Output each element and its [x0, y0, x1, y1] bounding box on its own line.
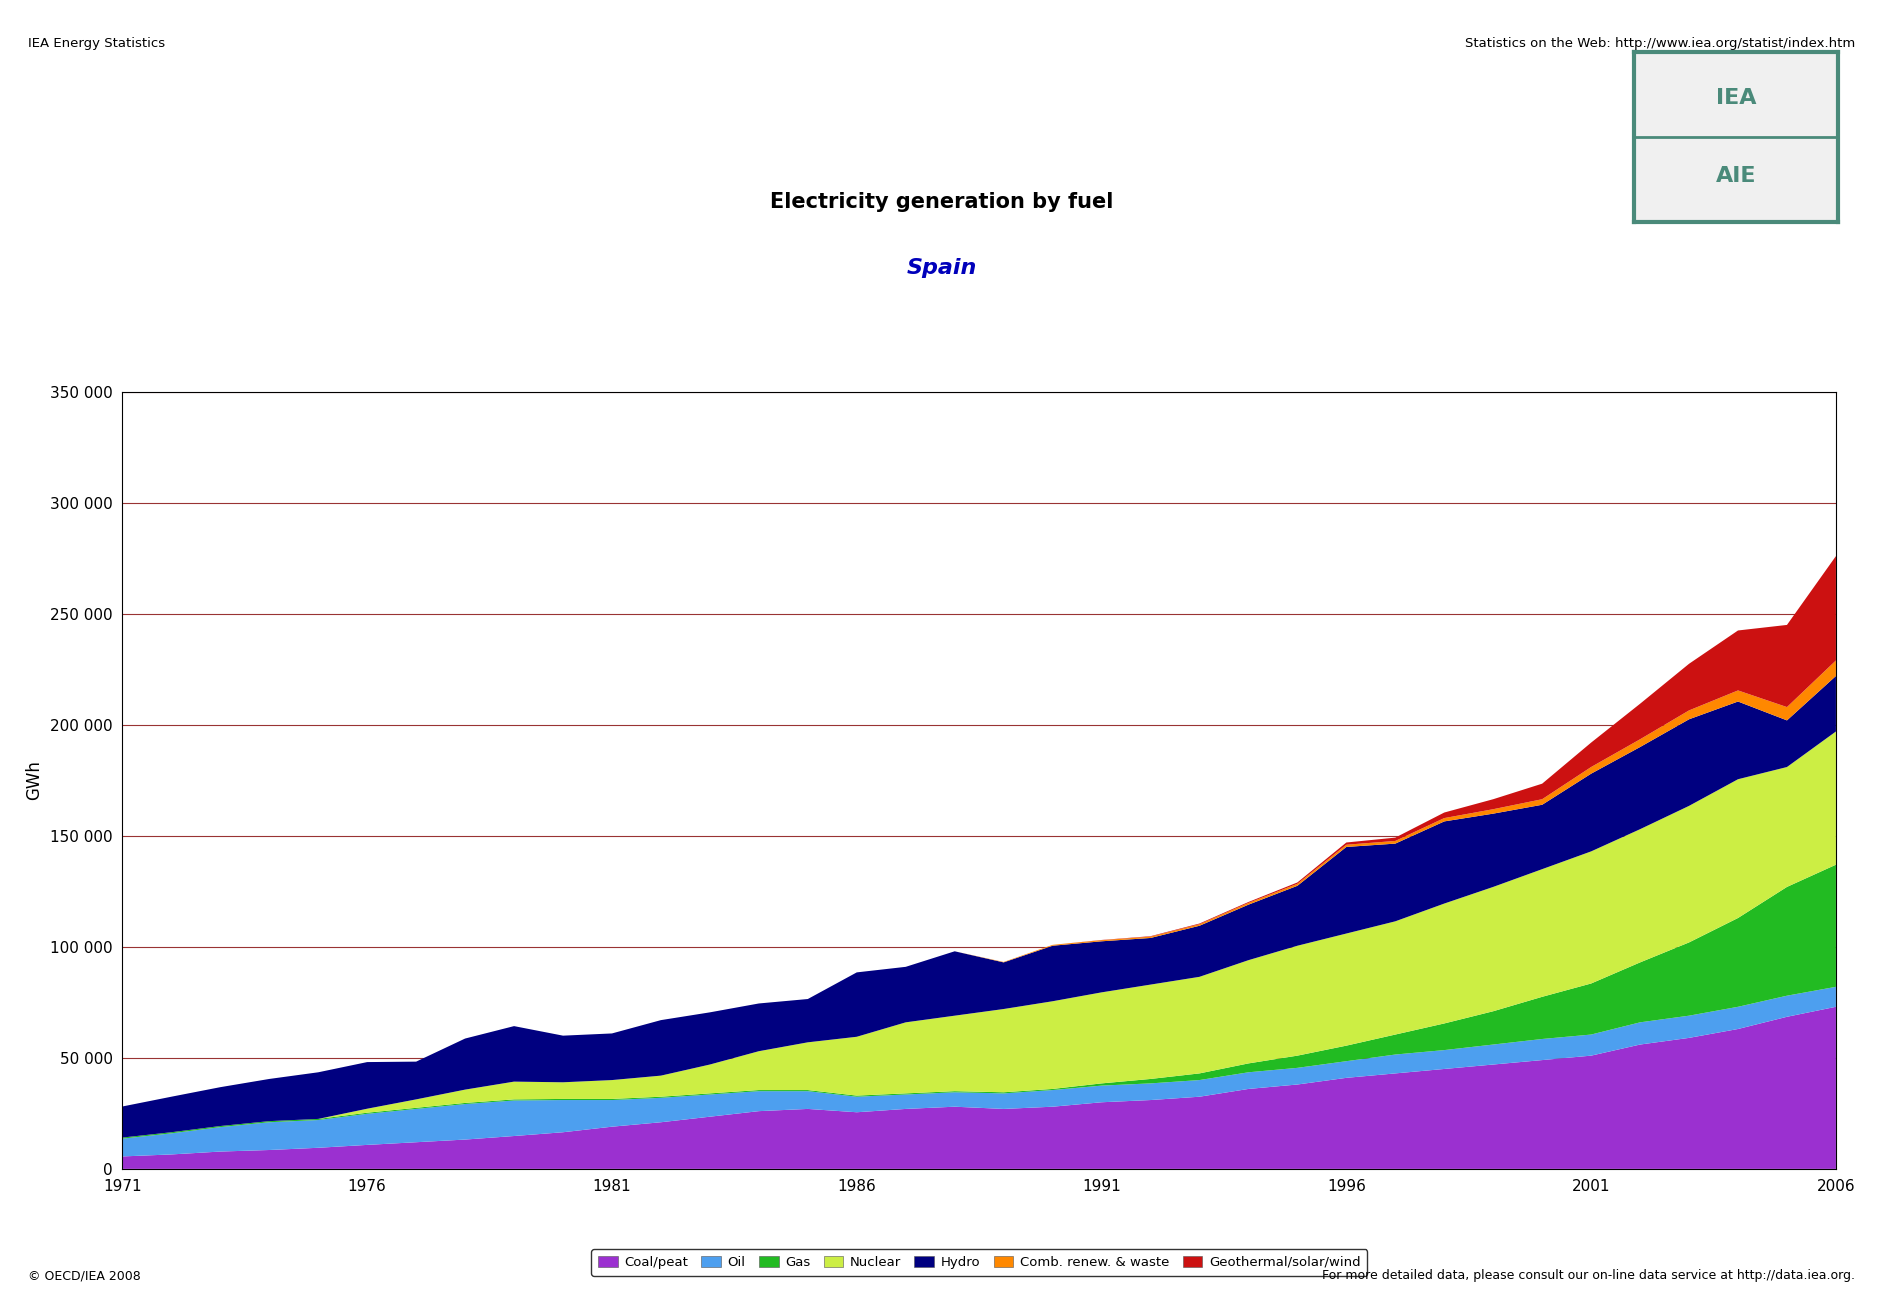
Legend: Coal/peat, Oil, Gas, Nuclear, Hydro, Comb. renew. & waste, Geothermal/solar/wind: Coal/peat, Oil, Gas, Nuclear, Hydro, Com… [591, 1250, 1366, 1276]
Y-axis label: GWh: GWh [24, 760, 43, 801]
Text: AIE: AIE [1715, 166, 1756, 187]
Text: Electricity generation by fuel: Electricity generation by fuel [770, 192, 1112, 213]
Text: Statistics on the Web: http://www.iea.org/statist/index.htm: Statistics on the Web: http://www.iea.or… [1464, 37, 1854, 50]
Text: IEA Energy Statistics: IEA Energy Statistics [28, 37, 166, 50]
Text: For more detailed data, please consult our on-line data service at http://data.i: For more detailed data, please consult o… [1321, 1269, 1854, 1282]
Text: Spain: Spain [905, 257, 977, 278]
Text: IEA: IEA [1715, 88, 1756, 108]
Text: © OECD/IEA 2008: © OECD/IEA 2008 [28, 1269, 141, 1282]
